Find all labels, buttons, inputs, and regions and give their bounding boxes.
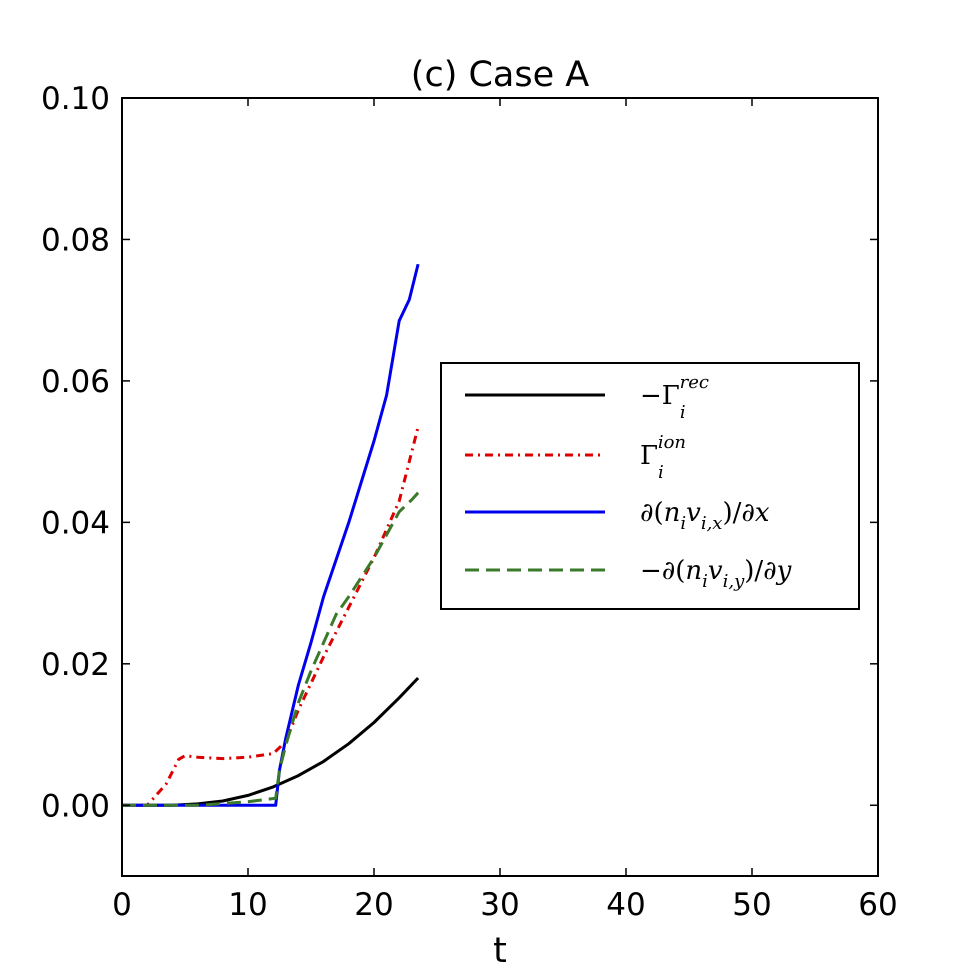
ticks-layer: 0 10 20 30 40 50 60 0.00 0.02 0.04 0.06 0.08 0.10	[41, 81, 898, 923]
x-tick-label: 60	[858, 887, 897, 923]
y-tick-label: 0.00	[41, 788, 110, 824]
legend-label-3: ∂(nivi,x)/∂x	[640, 498, 770, 534]
x-tick-label: 10	[228, 887, 267, 923]
x-tick-label: 30	[480, 887, 519, 923]
y-tick-label: 0.10	[41, 81, 110, 117]
legend: −Γirec Γiion ∂(nivi,x)/∂x −∂(nivi,y)/∂y	[440, 362, 860, 610]
series-line-1	[122, 676, 420, 807]
x-axis-title: t	[493, 931, 507, 971]
x-tick-label: 50	[732, 887, 771, 923]
y-tick-label: 0.06	[41, 364, 110, 400]
chart-title: (c) Case A	[411, 55, 589, 95]
legend-label-2: Γiion	[640, 432, 686, 483]
legend-label-1: −Γirec	[640, 372, 709, 423]
series-layer	[122, 263, 420, 807]
series-line-4	[122, 491, 420, 807]
y-tick-label: 0.08	[41, 222, 110, 258]
series-line-3	[122, 263, 420, 807]
x-tick-label: 0	[112, 887, 132, 923]
series-line-2	[122, 426, 420, 807]
legend-entries: −Γirec Γiion ∂(nivi,x)/∂x −∂(nivi,y)/∂y	[465, 372, 792, 592]
x-tick-label: 40	[606, 887, 645, 923]
y-tick-label: 0.04	[41, 505, 110, 541]
x-tick-label: 20	[354, 887, 393, 923]
legend-label-4: −∂(nivi,y)/∂y	[640, 556, 792, 592]
y-tick-label: 0.02	[41, 647, 110, 683]
legend-box	[440, 362, 860, 610]
